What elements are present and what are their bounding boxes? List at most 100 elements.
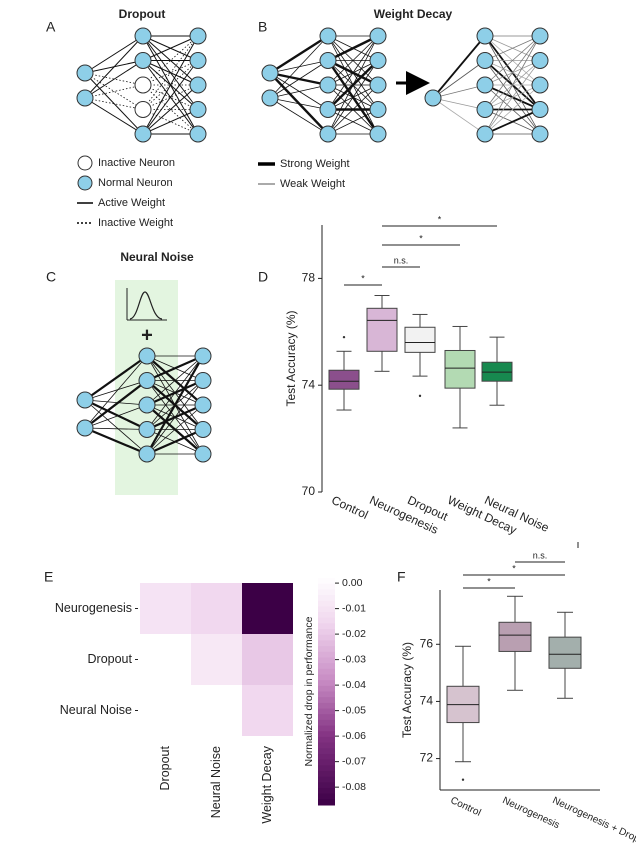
weight [269, 97, 329, 135]
y-tick-label: 74 [302, 377, 316, 391]
neuron [189, 52, 207, 69]
network [76, 27, 207, 143]
neuron [319, 76, 337, 94]
column-label: Dropout [158, 745, 172, 790]
y-axis-label: Test Accuracy (%) [284, 310, 298, 406]
neuron [531, 27, 549, 45]
weight [146, 355, 204, 430]
colorbar-segment [318, 765, 335, 772]
weight [84, 355, 148, 429]
panel-letter: C [46, 269, 56, 285]
y-tick-label: 72 [420, 751, 434, 765]
weight [269, 34, 329, 75]
colorbar-segment [318, 736, 335, 744]
colorbar-segment [318, 646, 335, 653]
panel-letter: B [258, 19, 267, 35]
weight [327, 84, 379, 135]
weight [484, 35, 541, 61]
colorbar-segment [318, 600, 335, 607]
colorbar-segment [318, 595, 335, 602]
weight [146, 380, 204, 455]
weight [327, 35, 379, 135]
colorbar-segment [318, 589, 335, 596]
x-tick-label: Control [329, 493, 370, 522]
neuron [76, 89, 94, 107]
legend-label: Normal Neuron [98, 177, 173, 189]
colorbar-tick-label: -0.02 [342, 628, 366, 640]
neuron [369, 125, 387, 143]
neuron [476, 125, 494, 143]
neuron [476, 52, 494, 69]
box [498, 621, 532, 652]
weight [327, 34, 379, 62]
neuron [476, 76, 494, 94]
row-label: Dropout [88, 652, 133, 666]
weight [84, 379, 148, 429]
colorbar-tick-label: -0.01 [342, 602, 366, 614]
neuron [319, 27, 337, 45]
weight [84, 97, 144, 110]
colorbar-segment [318, 612, 335, 619]
outlier [342, 335, 346, 339]
outlier [461, 778, 465, 781]
neuron [261, 89, 279, 107]
weight [84, 97, 144, 135]
y-tick-label: 74 [420, 694, 434, 708]
neuron [134, 27, 152, 45]
heatmap-cell [242, 634, 293, 685]
gaussian-icon [126, 288, 167, 321]
box [444, 349, 476, 389]
weight [84, 355, 148, 401]
panel-letter: A [46, 19, 56, 35]
weight [84, 72, 144, 110]
neuron [476, 27, 494, 45]
diagram-title: Dropout [119, 7, 166, 21]
legend-label: Inactive Weight [98, 217, 173, 229]
neuron [319, 52, 337, 69]
weight [146, 354, 204, 382]
heatmap-cell [191, 583, 242, 634]
weight [146, 428, 204, 456]
colorbar-segment [318, 799, 335, 806]
neuron [138, 421, 156, 438]
colorbar-segment [318, 742, 335, 749]
column-label: Neural Noise [209, 746, 223, 818]
significance-label: * [361, 273, 365, 283]
colorbar-tick-label: -0.03 [342, 653, 366, 665]
weight [84, 84, 144, 99]
weight [142, 84, 199, 110]
y-tick-label: 70 [302, 484, 316, 498]
weight [146, 355, 204, 406]
neuron [531, 52, 549, 69]
neuron [194, 372, 212, 389]
neuron [134, 125, 152, 143]
legend-a [77, 155, 93, 224]
legend-label: Active Weight [98, 197, 165, 209]
weight [484, 108, 541, 135]
colorbar-segment [318, 714, 335, 721]
legend-b [258, 162, 275, 185]
weight [484, 60, 541, 135]
x-tick-label: Neurogenesis + Dropout [551, 795, 636, 844]
outlier [418, 394, 422, 398]
weight [142, 35, 199, 61]
neuron [424, 89, 442, 107]
neuron [531, 125, 549, 143]
neuron [76, 419, 94, 437]
row-label: Neural Noise [60, 703, 132, 717]
legend-label: Inactive Neuron [98, 157, 175, 169]
weight [484, 35, 541, 110]
column-label: Weight Decay [260, 745, 274, 823]
weight [84, 399, 148, 431]
box [548, 636, 582, 669]
colorbar-segment [318, 634, 335, 641]
weight [142, 60, 199, 135]
row-label: Neurogenesis [55, 601, 132, 615]
weight [84, 72, 144, 135]
significance-label: * [487, 576, 491, 586]
box [366, 307, 398, 352]
network [424, 27, 549, 143]
colorbar-segment [318, 640, 335, 647]
colorbar-segment [318, 651, 335, 658]
